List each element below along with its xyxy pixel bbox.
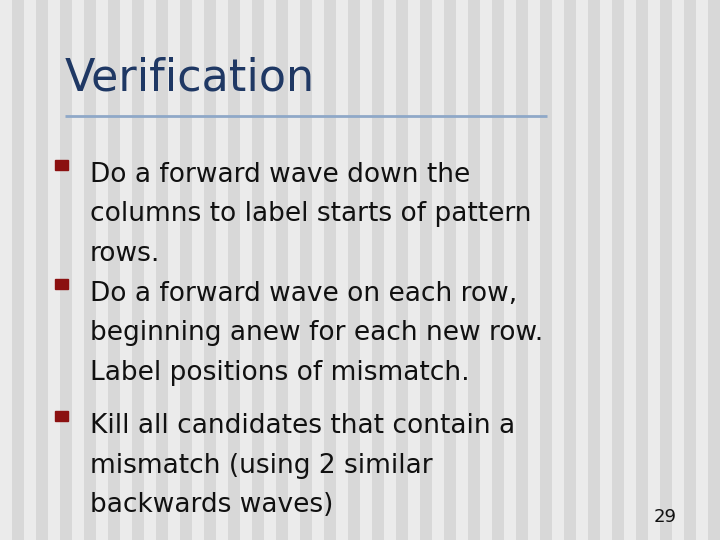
Bar (216, 0, 228, 540)
FancyBboxPatch shape (55, 411, 68, 421)
Bar (132, 0, 144, 540)
Text: rows.: rows. (90, 241, 161, 267)
Bar (60, 0, 72, 540)
Bar (444, 0, 456, 540)
Bar (408, 0, 420, 540)
Bar (324, 0, 336, 540)
Text: columns to label starts of pattern: columns to label starts of pattern (90, 201, 531, 227)
Bar (300, 0, 312, 540)
Text: mismatch (using 2 similar: mismatch (using 2 similar (90, 453, 433, 478)
Bar (156, 0, 168, 540)
Bar (240, 0, 252, 540)
Bar (288, 0, 300, 540)
Bar (12, 0, 24, 540)
Bar (480, 0, 492, 540)
Bar (360, 0, 372, 540)
Text: beginning anew for each new row.: beginning anew for each new row. (90, 320, 544, 346)
Text: Kill all candidates that contain a: Kill all candidates that contain a (90, 413, 515, 439)
Bar (660, 0, 672, 540)
Bar (72, 0, 84, 540)
Bar (312, 0, 324, 540)
FancyBboxPatch shape (55, 279, 68, 289)
Bar (492, 0, 504, 540)
Bar (204, 0, 216, 540)
Bar (468, 0, 480, 540)
Bar (36, 0, 48, 540)
Bar (252, 0, 264, 540)
Bar (96, 0, 108, 540)
Bar (588, 0, 600, 540)
Bar (192, 0, 204, 540)
Bar (264, 0, 276, 540)
Bar (528, 0, 540, 540)
Bar (672, 0, 684, 540)
Bar (396, 0, 408, 540)
Bar (684, 0, 696, 540)
Bar (600, 0, 612, 540)
Bar (168, 0, 180, 540)
FancyBboxPatch shape (55, 160, 68, 170)
Bar (648, 0, 660, 540)
Text: Do a forward wave down the: Do a forward wave down the (90, 162, 470, 188)
Bar (228, 0, 240, 540)
Bar (144, 0, 156, 540)
Bar (24, 0, 36, 540)
Bar (552, 0, 564, 540)
Bar (336, 0, 348, 540)
Bar (456, 0, 468, 540)
Text: Label positions of mismatch.: Label positions of mismatch. (90, 360, 469, 386)
Bar (432, 0, 444, 540)
Text: Do a forward wave on each row,: Do a forward wave on each row, (90, 281, 517, 307)
Bar (372, 0, 384, 540)
Bar (624, 0, 636, 540)
Bar (564, 0, 576, 540)
Bar (120, 0, 132, 540)
Bar (576, 0, 588, 540)
Bar (180, 0, 192, 540)
Bar (108, 0, 120, 540)
Bar (420, 0, 432, 540)
Bar (540, 0, 552, 540)
Bar (48, 0, 60, 540)
Bar (516, 0, 528, 540)
Bar (276, 0, 288, 540)
Bar (612, 0, 624, 540)
Bar (504, 0, 516, 540)
Text: backwards waves): backwards waves) (90, 492, 333, 518)
Bar (0, 0, 12, 540)
Bar (696, 0, 708, 540)
Bar (636, 0, 648, 540)
Bar (384, 0, 396, 540)
Bar (348, 0, 360, 540)
Bar (84, 0, 96, 540)
Text: 29: 29 (654, 509, 677, 526)
Bar (708, 0, 720, 540)
Text: Verification: Verification (65, 57, 315, 100)
